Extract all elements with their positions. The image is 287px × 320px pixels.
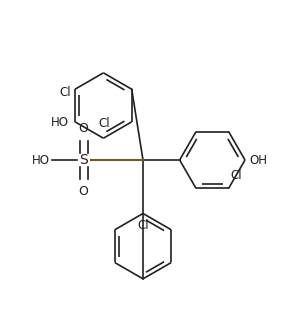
Text: Cl: Cl bbox=[98, 117, 110, 130]
Text: Cl: Cl bbox=[231, 169, 242, 182]
Text: O: O bbox=[79, 185, 88, 198]
Text: O: O bbox=[79, 122, 88, 135]
Text: Cl: Cl bbox=[59, 86, 71, 99]
Text: S: S bbox=[79, 153, 88, 167]
Text: OH: OH bbox=[249, 155, 267, 167]
Text: Cl: Cl bbox=[137, 220, 149, 232]
Text: HO: HO bbox=[32, 154, 50, 166]
Text: HO: HO bbox=[51, 116, 69, 129]
